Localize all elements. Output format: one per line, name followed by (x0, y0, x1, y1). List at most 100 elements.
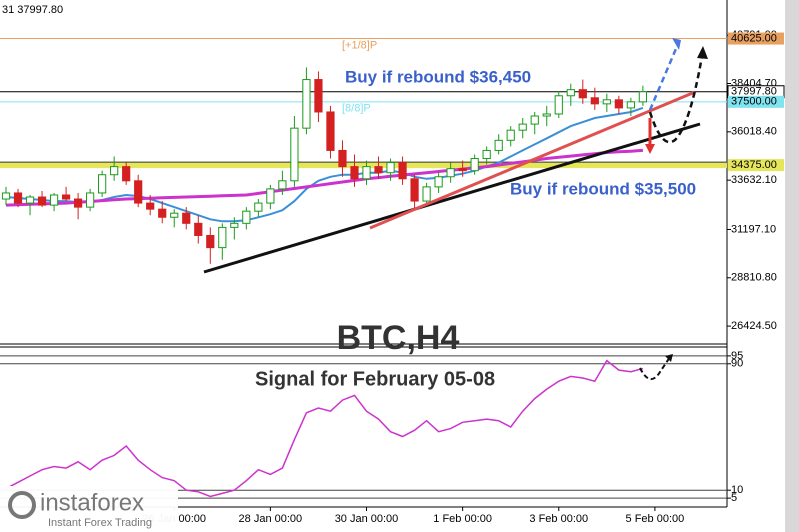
candle-body (350, 166, 359, 180)
candle-body (218, 226, 227, 249)
candle-body (302, 79, 311, 129)
candle-body (554, 95, 563, 115)
candle-body (578, 89, 587, 99)
logo-tagline: Instant Forex Trading (48, 517, 152, 529)
logo-box (0, 486, 178, 532)
level-label-box (728, 32, 784, 45)
candle-body (410, 178, 419, 202)
trend-line (369, 90, 696, 230)
arrow-head (645, 144, 655, 154)
arrow (639, 356, 671, 380)
candle-body (290, 127, 299, 182)
candle-body (590, 97, 599, 105)
candle-body (482, 149, 491, 160)
y-tick-label: 36018.40 (731, 126, 777, 138)
y-tick-label: 95 (731, 350, 743, 362)
candle-body (398, 162, 407, 180)
candle-body (626, 101, 635, 109)
candle-body (254, 202, 263, 212)
chart-title: BTC,H4 (337, 319, 460, 357)
candle-body (434, 176, 443, 188)
frame (785, 0, 799, 532)
x-tick-label: 30 Jan 00:00 (335, 513, 399, 525)
candle-body (530, 115, 539, 125)
candle-body (86, 192, 95, 208)
candle-body (182, 212, 191, 224)
candle-body (49, 194, 59, 206)
moving-average (5, 148, 643, 207)
candle-body (494, 139, 503, 151)
y-tick-label: 90 (731, 358, 743, 370)
candle-body (206, 234, 215, 249)
arrow-head (665, 354, 673, 362)
candle-body (1, 192, 11, 200)
candle-body (230, 222, 239, 228)
level-name: [8/8]P (342, 103, 371, 115)
candle-body (134, 180, 143, 204)
level-label: 40625.00 (731, 32, 777, 44)
candle-body (194, 222, 203, 236)
candle-body (146, 202, 155, 210)
candle-body (422, 186, 431, 202)
candle-body (266, 188, 275, 204)
level-label: 37500.00 (731, 96, 777, 108)
arrow-head (672, 38, 681, 50)
arrow (648, 43, 680, 111)
x-tick-label: 28 Jan 00:00 (239, 513, 303, 525)
annotation: Buy if rebound $35,500 (510, 179, 696, 198)
candle-body (278, 180, 287, 190)
y-tick-label: 5 (731, 492, 737, 504)
candle-body (122, 166, 131, 182)
y-tick-label: 28810.80 (731, 272, 777, 284)
x-tick-label: 5 Feb 00:00 (626, 513, 685, 525)
indicator-line (5, 359, 644, 498)
candle-body (446, 168, 455, 178)
y-tick-label: 10 (731, 484, 743, 496)
candle-body (602, 99, 611, 105)
arrow-head (697, 46, 708, 59)
level-label: 34375.00 (731, 159, 777, 171)
candle-body (338, 149, 347, 168)
level-name: [+1/8]P (342, 39, 377, 51)
trend-line (203, 122, 701, 274)
level-label-box (728, 159, 784, 172)
level-label-box (728, 95, 784, 108)
subtitle: Signal for February 05-08 (255, 368, 495, 390)
header-text: 31 37997.80 (2, 4, 63, 16)
candle-body (314, 79, 323, 113)
candle-body (506, 129, 515, 141)
candle-body (374, 166, 383, 174)
candle-body (37, 196, 47, 206)
candle-body (362, 166, 371, 180)
candle-body (158, 208, 167, 218)
x-tick-label: 1 Feb 00:00 (433, 513, 492, 525)
candle-body (638, 91, 647, 103)
candle-body (326, 111, 335, 151)
candle-body (566, 89, 575, 97)
candle-body (170, 212, 179, 218)
y-tick-label: 33632.10 (731, 174, 777, 186)
candle-body (470, 158, 479, 172)
moving-average (5, 106, 644, 223)
candle-body (74, 198, 83, 208)
candle-body (110, 166, 119, 176)
candle-body (13, 192, 23, 204)
candle-body (242, 210, 251, 224)
x-tick-label: 3 Feb 00:00 (529, 513, 588, 525)
candle-body (542, 113, 551, 117)
candle-body (458, 168, 467, 172)
candle-body (25, 196, 35, 204)
candle-body (98, 174, 107, 194)
candle-body (386, 162, 395, 174)
logo-text: instaforex (40, 489, 144, 516)
y-tick-label: 31197.10 (731, 223, 776, 235)
annotation: Buy if rebound $36,450 (345, 67, 531, 86)
candle-body (614, 99, 623, 109)
y-tick-label: 26424.50 (731, 320, 777, 332)
logo: instaforex Instant Forex Trading (0, 486, 178, 532)
level-label: 37997.80 (731, 86, 777, 98)
candle-body (61, 194, 71, 200)
candle-body (518, 123, 527, 131)
